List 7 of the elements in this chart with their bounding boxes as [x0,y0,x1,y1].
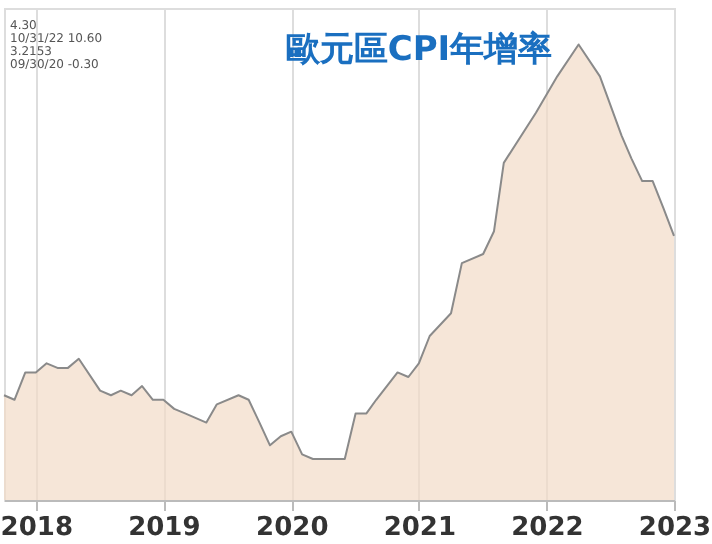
x-tick-label: 2019 [128,513,201,543]
x-tick-label: 2023 [638,513,712,543]
x-tick-label: 2020 [256,513,329,543]
x-tick-label: 2018 [0,513,73,543]
chart-title: 歐元區CPI年增率 [285,30,553,70]
x-tick-label: 2022 [511,513,584,543]
x-tick-label: 2021 [383,513,457,543]
